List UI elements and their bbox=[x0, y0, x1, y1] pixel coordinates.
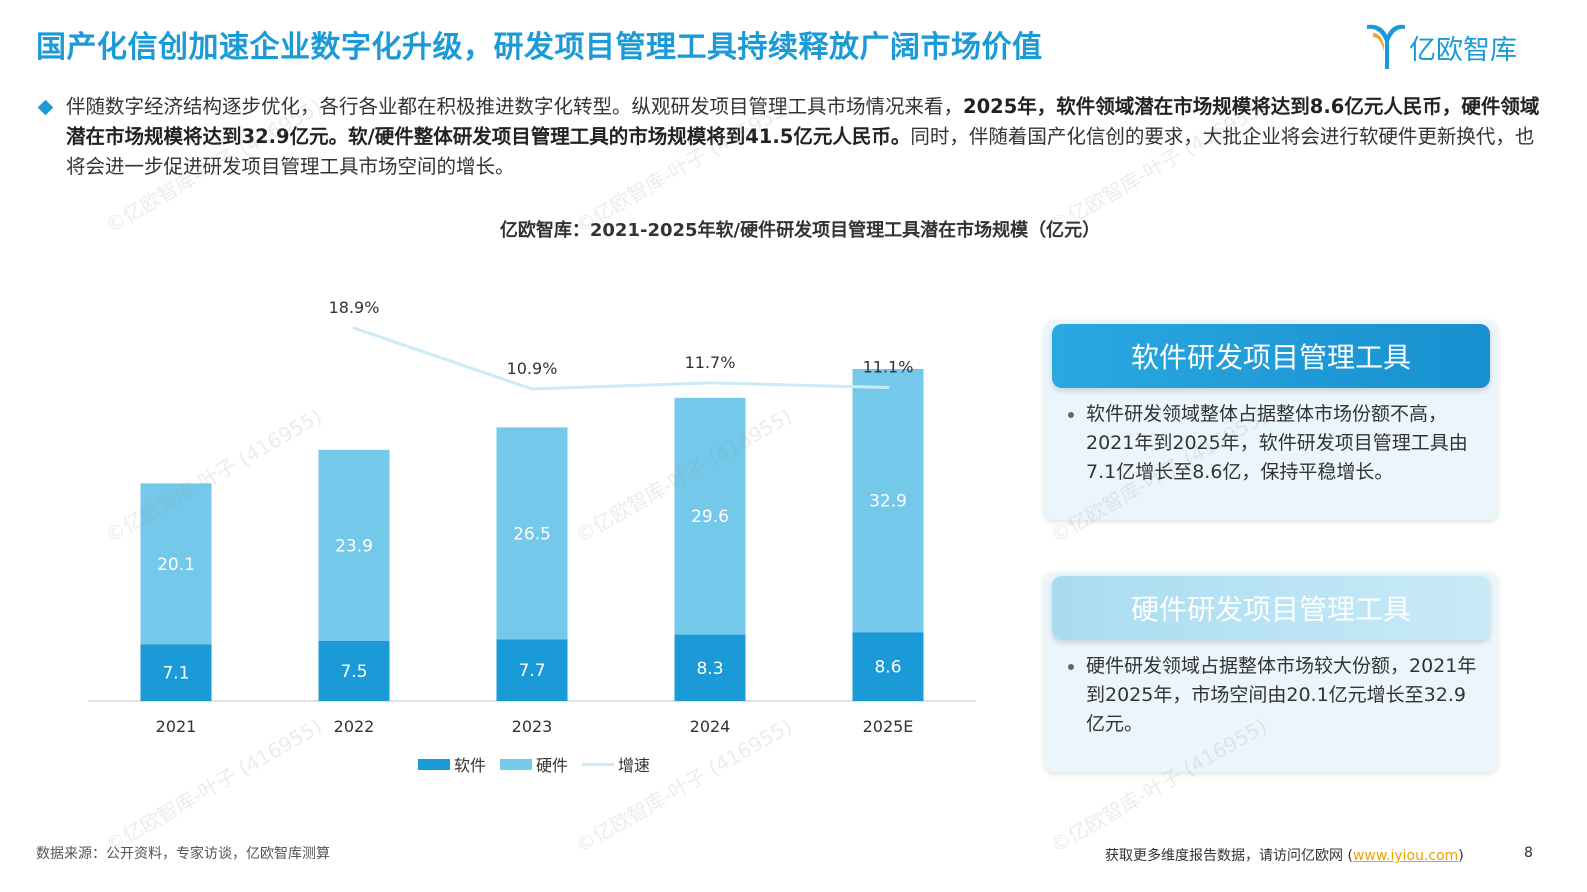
bar-software bbox=[140, 644, 212, 701]
bar-hardware bbox=[852, 369, 924, 633]
intro-text-bold: 2025年，软件领域潜在市场规模将达到8.6亿元人民币，硬件领域潜在市场规模将达… bbox=[66, 95, 1540, 148]
growth-point bbox=[352, 326, 356, 330]
data-label-hardware: 26.5 bbox=[513, 524, 551, 544]
data-source: 数据来源：公开资料，专家访谈，亿欧智库测算 bbox=[36, 846, 330, 862]
growth-label: 18.9% bbox=[329, 298, 380, 317]
bullet-dot-icon bbox=[1068, 412, 1074, 418]
card-software-body: 软件研发领域整体占据整体市场份额不高，2021年到2025年，软件研发项目管理工… bbox=[1068, 400, 1478, 487]
data-label-software: 8.3 bbox=[696, 659, 723, 679]
chart-legend: 软件 硬件 增速 bbox=[418, 752, 664, 776]
x-tick-label: 2024 bbox=[690, 717, 731, 736]
logo-text: 亿欧智库 bbox=[1409, 34, 1517, 66]
card-software-text: 软件研发领域整体占据整体市场份额不高，2021年到2025年，软件研发项目管理工… bbox=[1086, 403, 1468, 483]
card-hardware-text: 硬件研发领域占据整体市场较大份额，2021年到2025年，市场空间由20.1亿元… bbox=[1086, 655, 1477, 735]
growth-line bbox=[353, 326, 889, 391]
x-tick-label: 2023 bbox=[512, 717, 553, 736]
card-software: 软件研发项目管理工具 软件研发领域整体占据整体市场份额不高，2021年到2025… bbox=[1044, 320, 1498, 520]
growth-point bbox=[886, 385, 890, 389]
bar-software bbox=[496, 639, 568, 701]
yiou-logo-icon bbox=[1367, 24, 1405, 69]
card-hardware: 硬件研发项目管理工具 硬件研发领域占据整体市场较大份额，2021年到2025年，… bbox=[1044, 572, 1498, 772]
data-label-hardware: 29.6 bbox=[691, 507, 729, 527]
data-label-software: 7.7 bbox=[518, 661, 545, 681]
page-title: 国产化信创加速企业数字化升级，研发项目管理工具持续释放广阔市场价值 bbox=[36, 30, 1043, 65]
growth-point bbox=[708, 381, 712, 385]
intro-text-2: 同时，伴随着国产化信创的要求，大批企业将会进行软硬件更新换代，也将会进一步促进研… bbox=[66, 125, 1535, 178]
growth-label: 11.1% bbox=[863, 357, 914, 376]
data-label-software: 7.1 bbox=[162, 664, 189, 684]
card-hardware-title: 硬件研发项目管理工具 bbox=[1052, 576, 1490, 640]
card-software-title: 软件研发项目管理工具 bbox=[1052, 324, 1490, 388]
bullet-dot-icon bbox=[1068, 664, 1074, 670]
legend-swatch-hardware bbox=[500, 758, 533, 770]
bar-hardware bbox=[496, 427, 568, 640]
bar-software bbox=[852, 632, 924, 701]
chart-title: 亿欧智库：2021-2025年软/硬件研发项目管理工具潜在市场规模（亿元） bbox=[499, 220, 1101, 241]
data-label-software: 8.6 bbox=[874, 658, 901, 678]
data-label-hardware: 23.9 bbox=[335, 536, 373, 556]
legend-item-growth: 增速 bbox=[582, 752, 650, 776]
page-number: 8 bbox=[1524, 845, 1533, 861]
intro-text-1: 伴随数字经济结构逐步优化，各行各业都在积极推进数字化转型。纵观研发项目管理工具市… bbox=[66, 95, 964, 118]
x-tick-label: 2021 bbox=[156, 717, 197, 736]
card-hardware-body: 硬件研发领域占据整体市场较大份额，2021年到2025年，市场空间由20.1亿元… bbox=[1068, 652, 1478, 739]
brand-logo: 亿欧智库 bbox=[1365, 22, 1535, 72]
bar-software bbox=[318, 641, 390, 701]
bar-hardware bbox=[318, 449, 390, 641]
legend-item-hardware: 硬件 bbox=[500, 752, 568, 776]
bar-hardware bbox=[140, 483, 212, 645]
x-tick-label: 2022 bbox=[334, 717, 375, 736]
bar-hardware bbox=[674, 397, 746, 635]
stacked-bar-chart: 7.1 20.1 2021 7.5 23.9 2022 7.7 26.5 2023 8.3 29.6… bbox=[88, 298, 976, 736]
data-label-hardware: 20.1 bbox=[157, 555, 195, 575]
growth-point bbox=[530, 387, 534, 391]
iyiou-link[interactable]: www.iyiou.com bbox=[1352, 848, 1459, 864]
bar-software bbox=[674, 634, 746, 701]
legend-line-growth bbox=[582, 762, 615, 766]
growth-label: 11.7% bbox=[685, 353, 736, 372]
growth-label: 10.9% bbox=[507, 359, 558, 378]
intro-paragraph: 伴随数字经济结构逐步优化，各行各业都在积极推进数字化转型。纵观研发项目管理工具市… bbox=[37, 92, 1540, 182]
footer-visit: 获取更多维度报告数据，请访问亿欧网 (www.iyiou.com) bbox=[1105, 848, 1464, 864]
legend-item-software: 软件 bbox=[418, 752, 486, 776]
legend-swatch-software bbox=[418, 758, 450, 770]
data-label-software: 7.5 bbox=[340, 662, 367, 682]
data-label-hardware: 32.9 bbox=[869, 492, 907, 512]
x-tick-label: 2025E bbox=[863, 717, 914, 736]
